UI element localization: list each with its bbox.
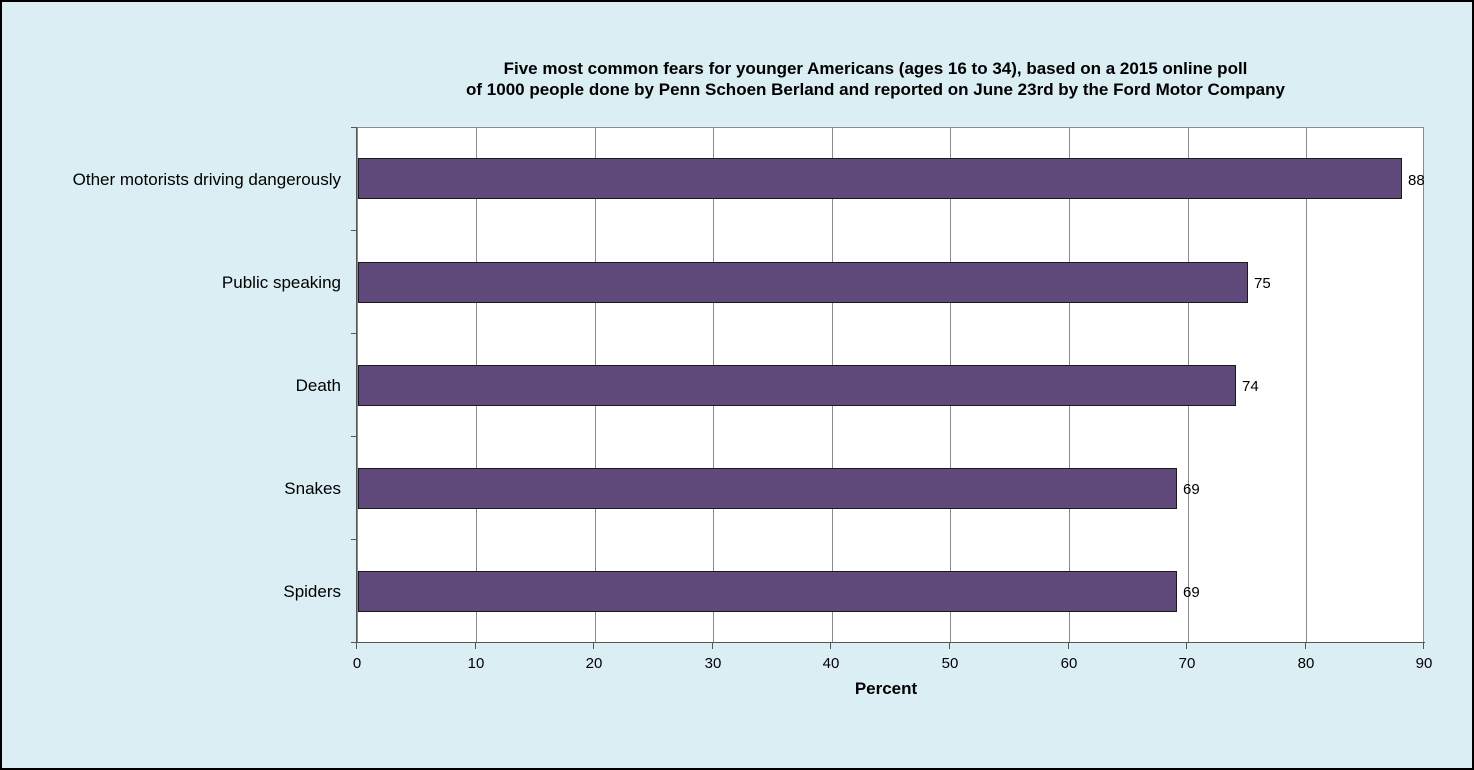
x-axis: [351, 642, 1425, 643]
y-tick: [351, 230, 357, 231]
bar-spiders: [358, 571, 1177, 612]
category-label: Spiders: [283, 582, 341, 601]
bar-value-label: 88: [1408, 172, 1425, 189]
x-tick-label: 10: [467, 655, 485, 672]
chart-title: Five most common fears for younger Ameri…: [357, 58, 1394, 100]
x-tick: [356, 643, 357, 649]
bar-value-label: 69: [1183, 584, 1200, 601]
x-tick-label: 50: [941, 655, 959, 672]
x-tick-label: 90: [1415, 655, 1433, 672]
plot-area: 88 75 74 69 69: [357, 127, 1425, 643]
x-tick-label: 0: [352, 655, 362, 672]
category-label: Death: [295, 376, 341, 395]
x-tick-label: 60: [1060, 655, 1078, 672]
y-tick: [351, 539, 357, 540]
category-label: Snakes: [284, 479, 341, 498]
category-label: Other motorists driving dangerously: [72, 170, 341, 189]
bar-value-label: 74: [1242, 378, 1259, 395]
chart-title-line-2: of 1000 people done by Penn Schoen Berla…: [466, 80, 1285, 99]
bar-value-label: 69: [1183, 481, 1200, 498]
gridline: [1306, 128, 1307, 642]
bar-public-speaking: [358, 262, 1248, 303]
x-tick: [1305, 643, 1306, 649]
bar-death: [358, 365, 1236, 406]
x-tick-label: 40: [822, 655, 840, 672]
chart-title-line-1: Five most common fears for younger Ameri…: [503, 59, 1248, 78]
bar-snakes: [358, 468, 1177, 509]
x-tick: [949, 643, 950, 649]
x-tick: [593, 643, 594, 649]
bar-value-label: 75: [1254, 275, 1271, 292]
bar-other-motorists: [358, 158, 1402, 199]
x-tick: [1068, 643, 1069, 649]
y-tick: [351, 127, 357, 128]
x-tick: [712, 643, 713, 649]
x-tick: [1186, 643, 1187, 649]
x-tick-label: 80: [1297, 655, 1315, 672]
x-tick: [1423, 643, 1424, 649]
category-label: Public speaking: [221, 273, 341, 292]
x-axis-label: Percent: [854, 679, 918, 698]
y-axis: [356, 127, 357, 649]
x-tick-label: 30: [704, 655, 722, 672]
x-tick-label: 70: [1178, 655, 1196, 672]
y-tick: [351, 333, 357, 334]
x-tick: [830, 643, 831, 649]
x-tick-label: 20: [585, 655, 603, 672]
x-tick: [475, 643, 476, 649]
y-tick: [351, 436, 357, 437]
